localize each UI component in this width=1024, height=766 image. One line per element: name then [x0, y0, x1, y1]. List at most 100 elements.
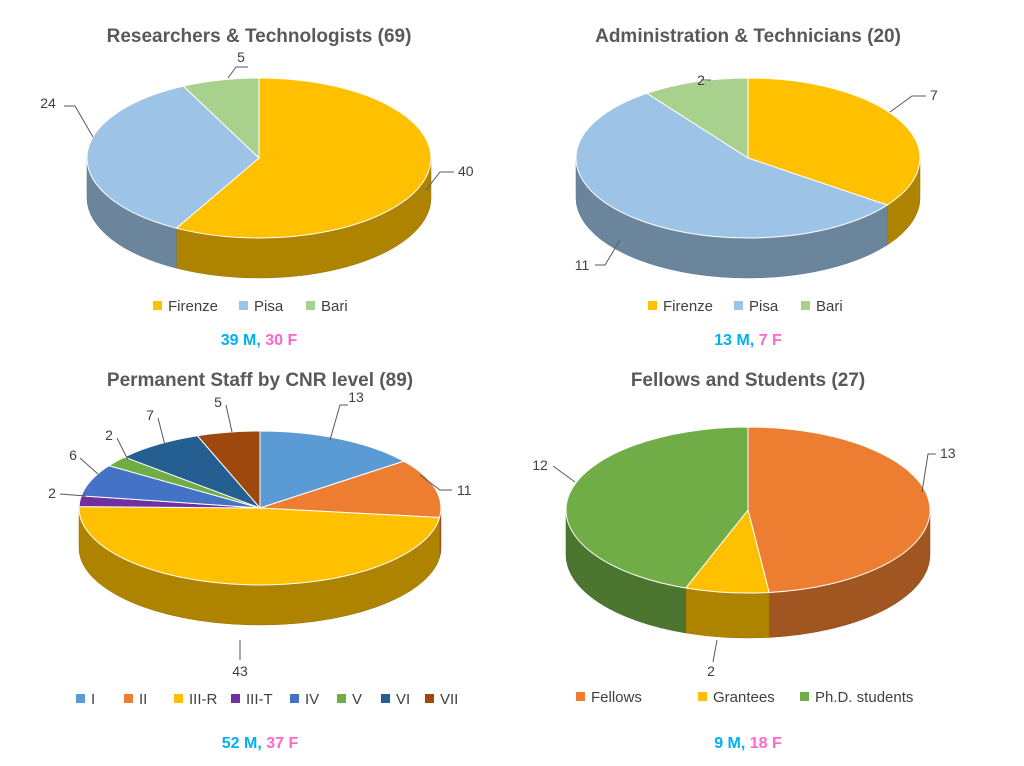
- legend: I II III-R III-T IV V VI VII: [76, 691, 458, 708]
- data-label: 11: [575, 257, 590, 273]
- data-label: 7: [146, 407, 154, 423]
- legend: Firenze Pisa Bari: [153, 298, 348, 315]
- leader-line: [64, 105, 94, 138]
- leader-line: [227, 66, 248, 79]
- legend-swatch: [231, 694, 240, 703]
- leader-line: [79, 457, 99, 475]
- legend-label: VI: [396, 691, 410, 708]
- leader-line: [157, 417, 166, 446]
- leader-line: [116, 437, 129, 461]
- data-label: 5: [237, 49, 245, 65]
- data-label: 2: [707, 663, 715, 679]
- data-label: 11: [457, 482, 472, 498]
- legend-label: VII: [440, 691, 458, 708]
- gender-summary: 9 M, 18 F: [714, 735, 782, 752]
- pie-top: [565, 426, 931, 594]
- legend-swatch: [76, 694, 85, 703]
- separator: ,: [256, 332, 265, 349]
- data-label: 24: [40, 95, 56, 111]
- gender-summary: 39 M, 30 F: [221, 332, 298, 349]
- male-count: 39 M: [221, 332, 257, 349]
- female-count: 18 F: [750, 735, 782, 752]
- slice-pisa: [86, 85, 260, 229]
- data-labels: 7 11 2: [575, 72, 938, 273]
- slice-vii: [196, 430, 261, 510]
- pie-chart-1: Researchers & Technologists (69) 40 24 5 Fir…: [40, 26, 474, 349]
- legend-label: Pisa: [254, 298, 284, 315]
- pie-top: [78, 430, 442, 586]
- data-label: 7: [930, 87, 938, 103]
- data-label: 12: [532, 457, 548, 473]
- legend-label: Grantees: [713, 689, 775, 706]
- leader-line: [595, 239, 621, 266]
- legend-swatch: [425, 694, 434, 703]
- legend-label: Bari: [321, 298, 348, 315]
- slice-pisa: [575, 92, 889, 239]
- male-count: 52 M: [222, 735, 258, 752]
- legend-swatch: [337, 694, 346, 703]
- legend-swatch: [290, 694, 299, 703]
- data-label: 2: [697, 72, 705, 88]
- chart-title: Administration & Technicians (20): [595, 26, 901, 47]
- pie-chart-3: Permanent Staff by CNR level (89)13 11 43 2…: [48, 370, 472, 752]
- separator: ,: [741, 735, 750, 752]
- legend-label: Ph.D. students: [815, 689, 913, 706]
- female-count: 37 F: [266, 735, 298, 752]
- data-labels: 13 2 12: [532, 445, 956, 679]
- legend-label: Fellows: [591, 689, 642, 706]
- pie-top: [86, 77, 432, 239]
- pie-chart-2: Administration & Technicians (20) 7 11 2 Fir…: [575, 26, 938, 349]
- data-label: 2: [105, 427, 113, 443]
- data-label: 5: [214, 394, 222, 410]
- legend-label: V: [352, 691, 362, 708]
- chart-title: Fellows and Students (27): [631, 370, 865, 391]
- leader-line: [329, 404, 348, 441]
- legend-swatch: [174, 694, 183, 703]
- legend-label: IV: [305, 691, 319, 708]
- slice-side-grantees: [685, 587, 770, 639]
- leader-line: [59, 493, 87, 497]
- female-count: 7 F: [759, 332, 782, 349]
- separator: ,: [750, 332, 759, 349]
- legend-label: I: [91, 691, 95, 708]
- legend-swatch: [239, 301, 248, 310]
- male-count: 13 M: [714, 332, 750, 349]
- legend-swatch: [124, 694, 133, 703]
- gender-summary: 52 M, 37 F: [222, 735, 299, 752]
- legend-swatch: [734, 301, 743, 310]
- slice-firenze: [747, 77, 921, 206]
- legend-swatch: [153, 301, 162, 310]
- pie-chart-4: Fellows and Students (27) 13 2 12 Fellows Gra…: [532, 370, 956, 752]
- legend-label: II: [139, 691, 147, 708]
- legend-label: III-R: [189, 691, 217, 708]
- data-label: 43: [232, 663, 248, 679]
- leader-line: [712, 639, 718, 663]
- leader-line: [225, 404, 233, 433]
- female-count: 30 F: [265, 332, 297, 349]
- leader-line: [552, 465, 576, 483]
- slice-ph-d-students: [565, 426, 749, 589]
- legend-label: Firenze: [168, 298, 218, 315]
- data-labels: 13 11 43 2 6 2 7 5: [48, 389, 472, 679]
- separator: ,: [257, 735, 266, 752]
- data-label: 13: [940, 445, 956, 461]
- legend-swatch: [306, 301, 315, 310]
- gender-summary: 13 M, 7 F: [714, 332, 782, 349]
- chart-title: Researchers & Technologists (69): [107, 26, 412, 47]
- data-labels: 40 24 5: [40, 49, 474, 191]
- leader-line: [419, 474, 452, 491]
- slice-iii-r: [78, 506, 441, 586]
- slice-bari: [645, 77, 749, 159]
- slice-bari: [182, 77, 260, 160]
- leader-line: [889, 95, 926, 113]
- pie-sides: [565, 509, 931, 639]
- legend: Fellows Grantees Ph.D. students: [576, 689, 913, 706]
- slice-firenze: [175, 77, 432, 239]
- legend-label: III-T: [246, 691, 273, 708]
- legend-swatch: [381, 694, 390, 703]
- leader-line: [921, 453, 936, 493]
- leader-line: [425, 171, 454, 191]
- slice-i: [259, 430, 406, 509]
- data-label: 13: [348, 389, 364, 405]
